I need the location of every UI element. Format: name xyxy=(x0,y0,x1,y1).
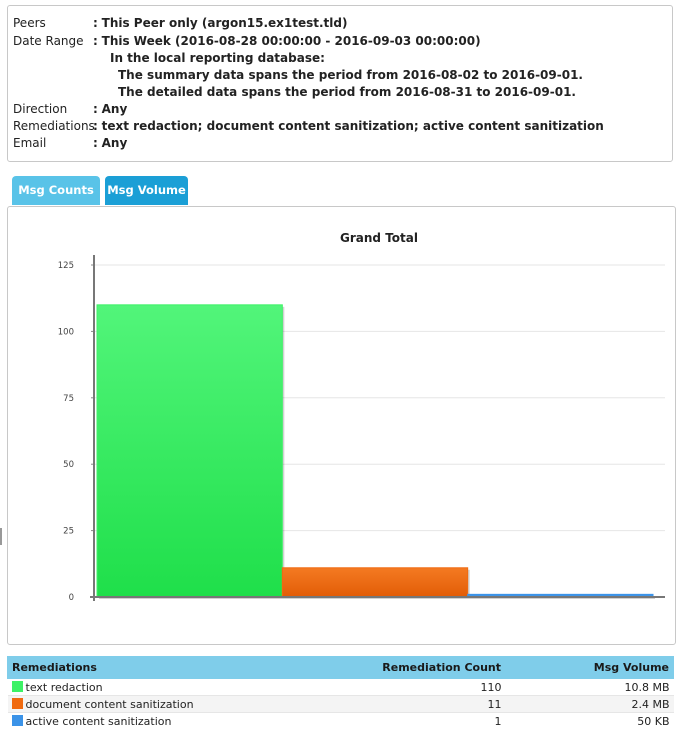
legend-swatch xyxy=(11,714,23,726)
table-row: text redaction 110 10.8 MB xyxy=(7,678,674,696)
chart-title: Grand Total xyxy=(340,231,418,245)
filter-row-date-range: Date Range: This Week (2016-08-28 00:00:… xyxy=(13,34,481,48)
msg-volume: 2.4 MB xyxy=(515,695,674,713)
tab-msg-counts[interactable]: Msg Counts xyxy=(12,176,100,205)
direction-label: Direction xyxy=(13,102,68,116)
peers-label: Peers xyxy=(13,16,46,30)
filter-row-peers: Peers: This Peer only (argon15.ex1test.t… xyxy=(13,16,348,30)
report-filters-panel xyxy=(7,5,673,162)
email-value: Any xyxy=(101,136,128,150)
remediation-name: text redaction xyxy=(25,680,103,694)
y-tick-label: 125 xyxy=(58,261,74,271)
tab-msg-volume[interactable]: Msg Volume xyxy=(105,176,188,205)
bar-document-content-sanitization[interactable] xyxy=(281,567,469,598)
remediation-count: 1 xyxy=(316,712,516,729)
remediation-summary-table: Remediations Remediation Count Msg Volum… xyxy=(7,656,674,729)
remediations-label: Remediations xyxy=(13,119,95,133)
chart-panel: Grand Total 0 25 50 75 100 125 xyxy=(7,206,676,645)
grand-total-bar-chart: Grand Total 0 25 50 75 100 125 xyxy=(58,231,665,603)
email-label: Email xyxy=(13,136,47,150)
peers-value: This Peer only (argon15.ex1test.tld) xyxy=(101,16,348,30)
date-range-label: Date Range xyxy=(13,34,84,48)
table-row: active content sanitization 1 50 KB xyxy=(7,712,674,729)
filter-row-email: Email: Any xyxy=(13,136,128,150)
column-header-msg-volume[interactable]: Msg Volume xyxy=(515,656,674,679)
legend-swatch xyxy=(11,697,23,709)
y-tick-label: 50 xyxy=(63,460,74,470)
bar-text-redaction[interactable] xyxy=(96,304,283,598)
y-tick-label: 25 xyxy=(63,527,74,537)
reporting-db-heading: In the local reporting database: xyxy=(110,51,325,65)
table-header-row: Remediations Remediation Count Msg Volum… xyxy=(7,656,674,679)
remediations-value: text redaction; document content sanitiz… xyxy=(101,119,604,133)
detailed-data-span: The detailed data spans the period from … xyxy=(118,85,576,99)
direction-value: Any xyxy=(101,102,128,116)
msg-volume: 10.8 MB xyxy=(515,678,674,696)
summary-data-span: The summary data spans the period from 2… xyxy=(118,68,583,82)
column-header-remediation-count[interactable]: Remediation Count xyxy=(316,656,516,679)
msg-volume: 50 KB xyxy=(515,712,674,729)
filter-row-remediations: Remediations: text redaction; document c… xyxy=(13,119,604,133)
remediation-name: active content sanitization xyxy=(25,714,172,728)
y-tick-label: 100 xyxy=(58,327,74,337)
date-range-value: This Week (2016-08-28 00:00:00 - 2016-09… xyxy=(101,34,481,48)
column-header-remediations[interactable]: Remediations xyxy=(7,656,317,679)
panel-resize-handle[interactable] xyxy=(0,528,2,545)
chart-bars xyxy=(96,304,655,599)
filter-row-direction: Direction: Any xyxy=(13,102,128,116)
remediation-count: 110 xyxy=(316,678,516,696)
y-tick-label: 75 xyxy=(63,394,74,404)
y-tick-label: 0 xyxy=(69,593,74,603)
legend-swatch xyxy=(11,680,23,692)
remediation-name: document content sanitization xyxy=(25,697,194,711)
remediation-count: 11 xyxy=(316,695,516,713)
chart-axes: 0 25 50 75 100 125 xyxy=(58,255,665,603)
table-row: document content sanitization 11 2.4 MB xyxy=(7,695,674,713)
